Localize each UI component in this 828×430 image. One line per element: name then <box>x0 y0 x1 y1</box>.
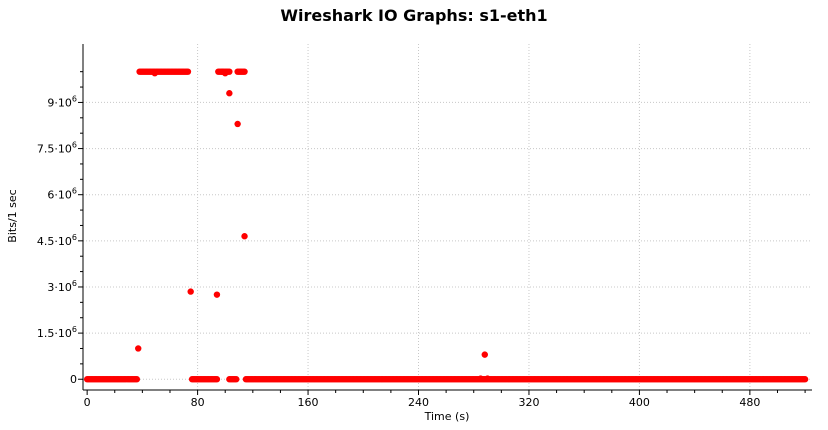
data-point <box>484 375 491 382</box>
x-tick-label: 0 <box>84 396 91 409</box>
data-point <box>226 90 233 97</box>
x-tick-label: 400 <box>629 396 650 409</box>
axes <box>78 44 812 395</box>
data-point <box>234 120 241 128</box>
data-point <box>151 70 158 77</box>
data-point <box>135 345 142 352</box>
y-axis-label: Bits/1 sec <box>6 189 19 242</box>
x-tick-label: 160 <box>298 396 319 409</box>
y-tick-label: 9·106 <box>47 94 77 109</box>
y-tick-label: 6·106 <box>47 187 77 202</box>
x-tick-label: 480 <box>739 396 760 409</box>
y-tick-label: 1.5·106 <box>37 325 77 340</box>
data-point <box>801 376 809 383</box>
data-point <box>187 288 194 295</box>
x-tick-label: 80 <box>191 396 205 409</box>
data-point <box>233 376 240 383</box>
data-point <box>184 68 192 75</box>
y-tick-label: 4.5·106 <box>37 233 77 248</box>
y-tick-label: 7.5·106 <box>37 141 77 156</box>
y-tick-label: 3·106 <box>47 279 77 294</box>
data-point <box>133 376 141 383</box>
x-tick-label: 240 <box>408 396 429 409</box>
data-point <box>481 351 488 358</box>
grid <box>83 44 812 390</box>
data-point <box>213 376 221 383</box>
y-tick-label: 0 <box>70 373 77 386</box>
data-point <box>477 375 484 382</box>
data-point <box>241 233 248 240</box>
tick-labels: 0 80 160 240 320 400 480 0 1.5·106 3·106 4.5·106 6·… <box>37 94 760 409</box>
x-axis-label: Time (s) <box>424 410 470 423</box>
data-point <box>241 68 248 75</box>
data-point <box>219 68 226 75</box>
chart-title: Wireshark IO Graphs: s1-eth1 <box>280 6 547 25</box>
x-tick-label: 320 <box>518 396 539 409</box>
data-point <box>213 291 221 298</box>
data-points <box>83 68 809 383</box>
